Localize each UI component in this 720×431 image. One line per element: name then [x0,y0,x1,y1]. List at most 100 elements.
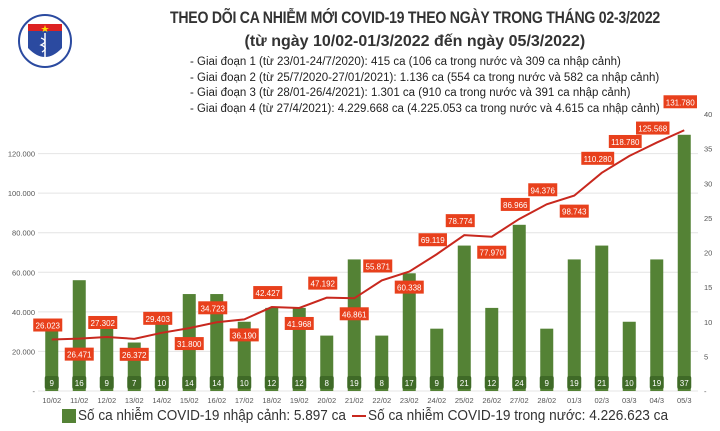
x-axis-tick: 02/3 [594,396,609,405]
line-value-tag: 55.871 [363,259,393,273]
bar-value-box [594,376,609,389]
bar-value-label: 17 [405,379,414,388]
bar-value-box [374,376,389,389]
line-value-label: 69.119 [421,236,445,245]
line-value-box [229,328,259,342]
bar-value-label: 21 [460,379,469,388]
bar-value-box [264,376,279,389]
line-value-label: 98.743 [562,208,587,217]
x-axis-tick: 12/02 [97,396,116,405]
line-value-tag: 31.800 [174,337,204,351]
line-value-tag: 60.338 [394,280,424,294]
line-value-box [88,315,118,329]
bar-value-box [347,376,362,389]
bar-value-box [402,376,417,389]
bar-value-label: 8 [325,379,330,388]
right-axis-tick: 40 [704,110,712,119]
bar-value-box [209,376,224,389]
line-value-label: 31.800 [177,340,202,349]
line-value-box [528,183,558,197]
right-axis-tick: 5 [704,352,708,361]
bar-value-label: 14 [185,379,194,388]
bar [100,328,114,391]
bar-value-box [622,376,637,389]
bar-value-box [44,376,59,389]
line-value-tag: 29.403 [143,311,173,325]
x-axis-tick: 05/3 [677,396,692,405]
note-phase-2: - Giai đoạn 2 (từ 25/7/2020-27/01/2021):… [190,71,660,84]
bar-value-label: 24 [515,379,524,388]
x-axis-tick: 23/02 [400,396,419,405]
x-axis-tick: 14/02 [152,396,171,405]
bar [512,224,526,391]
bar-value-box [484,376,499,389]
bar [457,245,471,391]
bar [347,259,361,391]
bar [540,328,554,391]
line-value-tag: 125.568 [636,121,670,135]
line-value-tag: 94.376 [528,183,558,197]
phase-notes: - Giai đoạn 1 (từ 23/01-24/7/2020): 415 … [190,55,662,117]
bar-value-label: 12 [487,379,496,388]
line-value-label: 131.780 [666,98,695,107]
bar-value-box [677,376,692,389]
line-value-label: 55.871 [366,262,391,271]
right-axis-tick: 35 [704,145,712,154]
bar-value-box [512,376,527,389]
legend-item-imported: Số ca nhiễm COVID-19 nhập cảnh: 5.897 ca [62,407,375,424]
line-value-label: 26.023 [36,322,61,331]
line-value-label: 47.192 [311,280,336,289]
x-axis-tick: 04/3 [649,396,664,405]
line-value-box [198,301,228,315]
legend-label-domestic: Số ca nhiễm COVID-19 trong nước: 4.226.6… [368,407,669,424]
line-value-box [477,245,507,259]
bar-value-label: 12 [267,379,276,388]
bar [155,321,169,391]
bar [430,328,444,391]
bar [485,307,499,391]
left-axis-tick: 120.000 [8,150,35,159]
bar-value-label: 21 [597,379,606,388]
bar-value-label: 8 [380,379,385,388]
bar-value-label: 9 [105,379,110,388]
note-phase-1: - Giai đoạn 1 (từ 23/01-24/7/2020): 415 … [190,56,621,68]
x-axis-tick: 01/3 [567,396,582,405]
ministry-of-health-logo [18,14,72,68]
x-axis-tick: 21/02 [345,396,364,405]
right-axis-tick: 15 [704,283,712,292]
bar-value-box [72,376,87,389]
line-value-box [581,151,615,165]
line-value-box [339,307,369,321]
line-value-label: 26.471 [67,351,92,360]
line-value-box [636,121,670,135]
line-value-tag: 42.427 [253,286,283,300]
line-value-label: 41.968 [287,320,312,329]
line-value-tag: 46.861 [339,307,369,321]
bar-value-box [237,376,252,389]
domestic-line [51,129,685,341]
bar-value-label: 9 [435,379,440,388]
line-value-tag: 26.023 [33,318,63,332]
line-value-label: 26.372 [122,351,147,360]
line-value-label: 86.966 [503,201,528,210]
left-axis-tick: 100.000 [8,189,35,198]
bar-value-label: 7 [132,379,137,388]
line-value-tag: 131.780 [663,95,697,109]
left-axis-tick: - [33,387,36,396]
line-value-label: 77.970 [480,249,505,258]
bar-value-label: 19 [652,379,661,388]
bar [402,273,416,391]
line-value-label: 36.190 [232,331,257,340]
line-value-tag: 26.372 [119,347,149,361]
line-value-label: 46.861 [342,310,367,319]
right-axis-tick: - [704,387,707,396]
line-value-box [64,347,94,361]
x-axis-tick: 28/02 [537,396,556,405]
bar-value-box [567,376,582,389]
legend-bar-swatch [62,408,76,423]
line-value-box [308,276,338,290]
line-value-tag: 98.743 [559,204,589,218]
bar-value-label: 16 [75,379,84,388]
x-axis-tick: 10/02 [42,396,61,405]
